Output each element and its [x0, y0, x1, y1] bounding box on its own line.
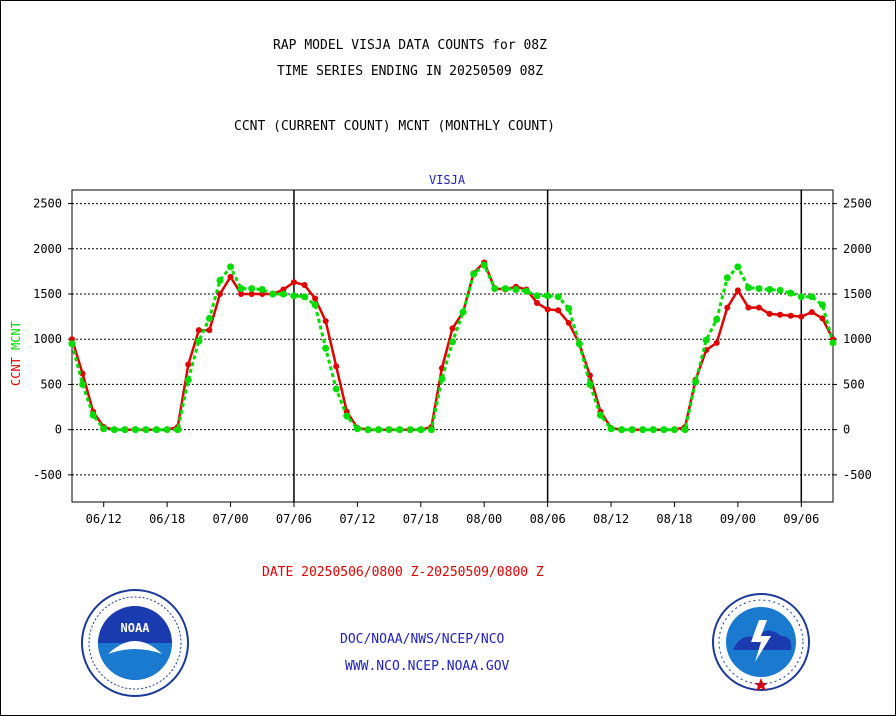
credit-line-1[interactable]: DOC/NOAA/NWS/NCEP/NCO [340, 632, 505, 647]
chart-title-line1: RAP MODEL VISJA DATA COUNTS for 08Z [273, 38, 547, 53]
noaa-logo: NOAA [81, 589, 189, 697]
noaa-logo-text: NOAA [121, 621, 151, 635]
chart-title-line2: TIME SERIES ENDING IN 20250509 08Z [276, 64, 544, 79]
chart-series-description: CCNT (CURRENT COUNT) MCNT (MONTHLY COUNT… [234, 119, 555, 134]
date-range: DATE 20250506/0800 Z-20250509/0800 Z [262, 565, 544, 580]
credit-line-2[interactable]: WWW.NCO.NCEP.NOAA.GOV [345, 659, 510, 674]
nws-logo [712, 593, 810, 691]
